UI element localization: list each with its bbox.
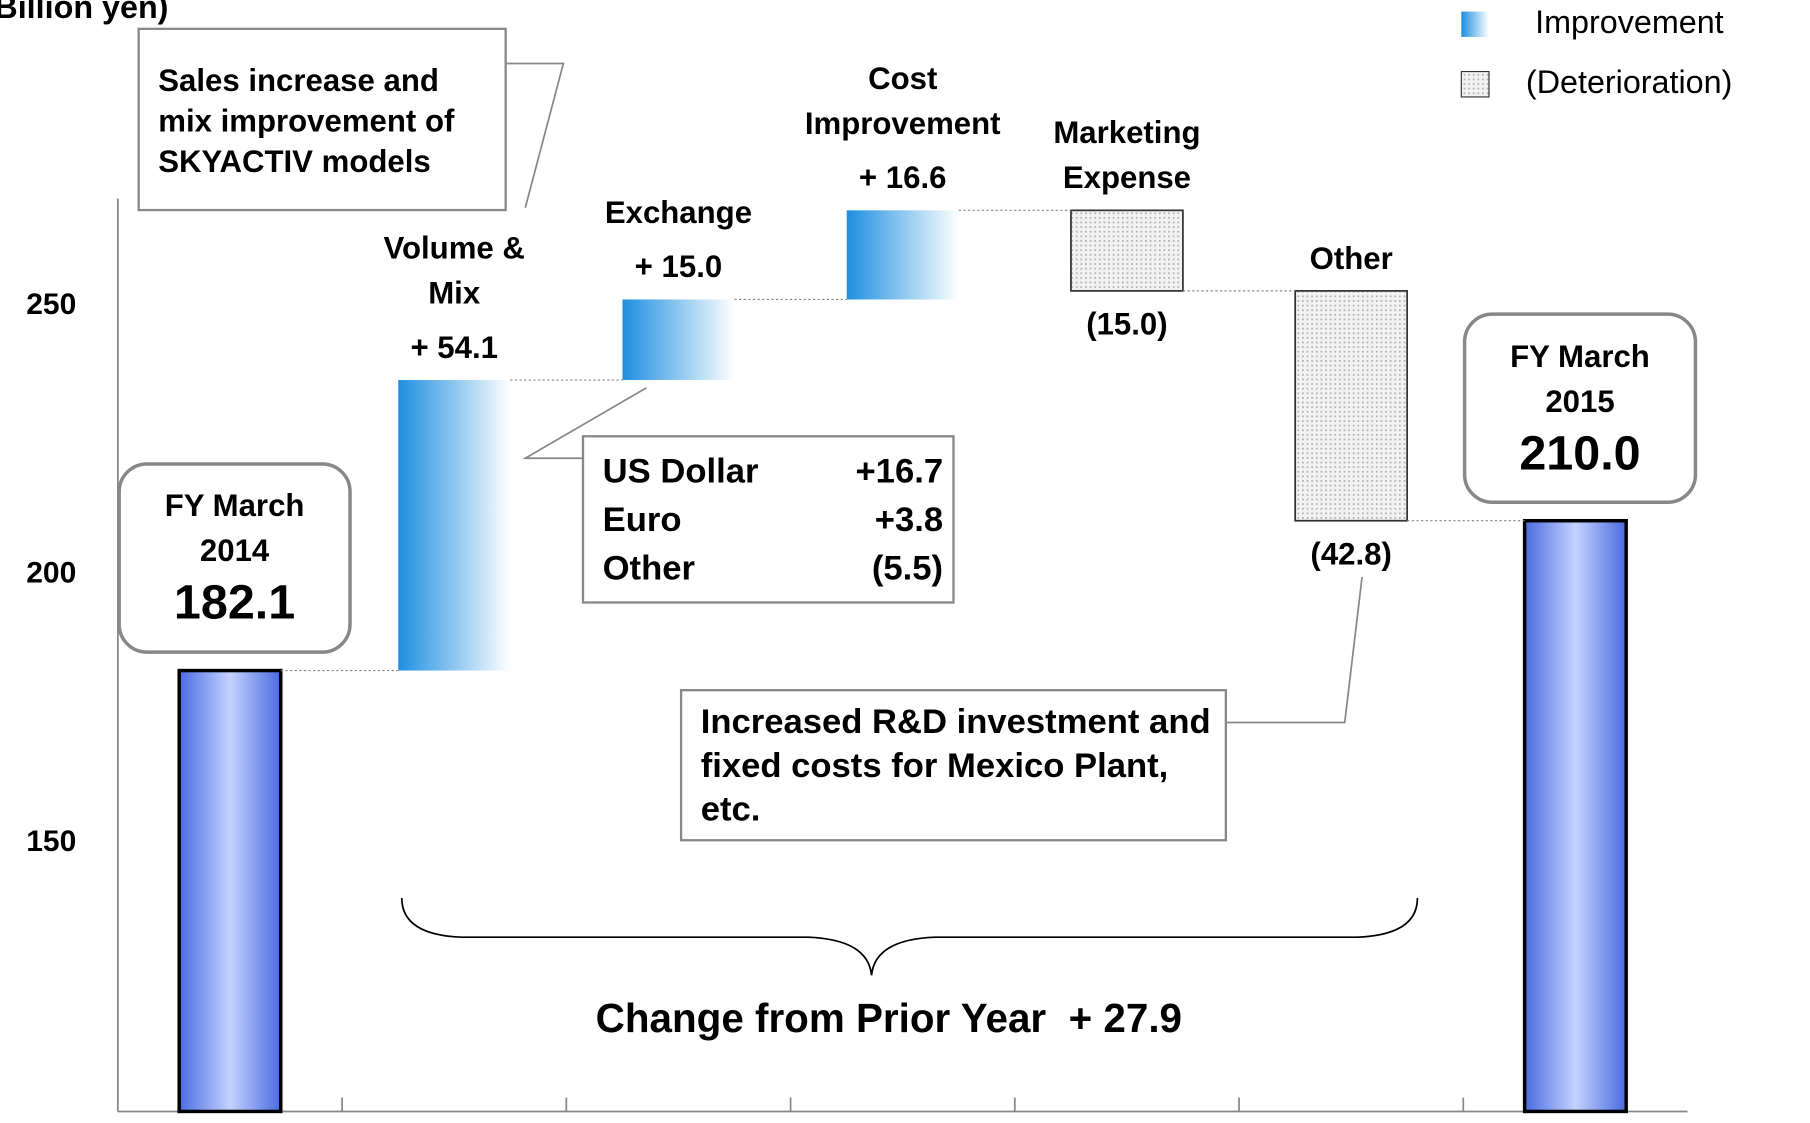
bar [1522,518,1628,1114]
y-axis-label: Billion yen) [0,0,168,25]
text-block: Increased R&D investment and fixed costs… [701,698,1215,834]
text-block: FY March 2015 210.0 [1465,314,1696,502]
category-label: Other [1309,241,1393,276]
text-block: Other [1282,25,1420,281]
text-container: FY March 2014 182.1 [119,464,350,652]
text-container: Marketing Expense [1029,0,1225,201]
bar [1294,290,1409,522]
breakdown-label: Other [602,549,695,588]
y-tick-label: 200 [26,556,76,589]
value-label: (15.0) [1086,307,1168,342]
change-label: Change from Prior Year + 27.9 [595,996,1183,1042]
breakdown-label: Euro [602,500,682,539]
text-container: Volume & Mix + 54.1 [362,115,547,371]
bar [177,668,283,1114]
value-label: 210.0 [1519,425,1641,480]
text-block: Volume & Mix + 54.1 [362,115,547,371]
legend-label: Improvement [1535,4,1723,40]
text-block: (15.0) [1029,307,1225,353]
callout-text: Sales increase and mix improvement of SK… [158,62,455,179]
breakdown-label: US Dollar [602,452,759,491]
callout-box [679,689,1228,842]
category-label: FY March 2014 [164,488,305,569]
legend-swatch [1461,11,1490,37]
leader-line [522,387,647,460]
total-box [117,462,352,654]
legend-swatch [1460,70,1490,98]
text-block: FY March 2014 182.1 [119,464,350,652]
text-block: Cost Improvement + 16.6 [782,0,1024,201]
y-tick-label: 250 [26,288,76,321]
breakdown-row: Other (5.5) [603,549,943,588]
breakdown-value: +3.8 [874,500,944,539]
breakdown-value: (5.5) [871,549,944,588]
text-block: Marketing Expense [1029,0,1225,201]
text-container: Cost Improvement + 16.6 [782,0,1024,201]
text-block: Change from Prior Year + 27.9 [462,990,1316,1048]
text-block: (42.8) [1282,537,1420,583]
category-label: Volume & Mix [383,231,525,311]
breakdown-row: US Dollar +16.7 [603,452,943,491]
breakdown-value: +16.7 [855,452,944,491]
breakdown-row: Euro +3.8 [603,501,943,540]
text-container: Sales increase and mix improvement of SK… [158,35,493,208]
legend-label: (Deterioration) [1526,64,1732,100]
value-label: 182.1 [173,575,296,630]
category-label: Cost Improvement [804,61,1001,142]
category-label: Exchange [604,195,753,231]
y-tick-label: 100 [26,1119,76,1123]
text-container: US Dollar +16.7 Euro +3.8 Other (5.5) [603,448,943,593]
bar [1070,209,1184,292]
text-block: Exchange + 15.0 [575,34,783,290]
value-label: + 15.0 [634,249,723,285]
text-container: (15.0) [1029,307,1225,353]
callout-box [137,27,507,212]
text-block: US Dollar +16.7 Euro +3.8 Other (5.5) [603,448,943,593]
bar [398,380,511,671]
callout-text: Increased R&D investment and fixed costs… [700,702,1211,829]
text-container: Increased R&D investment and fixed costs… [701,698,1215,834]
text-block: Sales increase and mix improvement of SK… [158,35,493,208]
text-container: Change from Prior Year + 27.9 [462,990,1316,1048]
value-label: + 54.1 [410,330,498,366]
text-container: Exchange + 15.0 [575,34,783,290]
category-label: FY March 2015 [1510,338,1650,419]
total-box [1462,312,1698,504]
y-tick-label: 150 [26,825,76,858]
leader-line [505,62,565,208]
bar [846,210,959,300]
leader-line [1225,576,1363,724]
callout-box [581,435,955,604]
text-container: (42.8) [1282,537,1420,583]
bar [622,299,735,381]
value-label: + 16.6 [858,160,947,196]
category-label: Marketing Expense [1053,115,1201,196]
text-container: Other [1282,25,1420,281]
brace [400,897,1419,976]
value-label: (42.8) [1310,536,1392,572]
text-container: FY March 2015 210.0 [1465,314,1696,502]
